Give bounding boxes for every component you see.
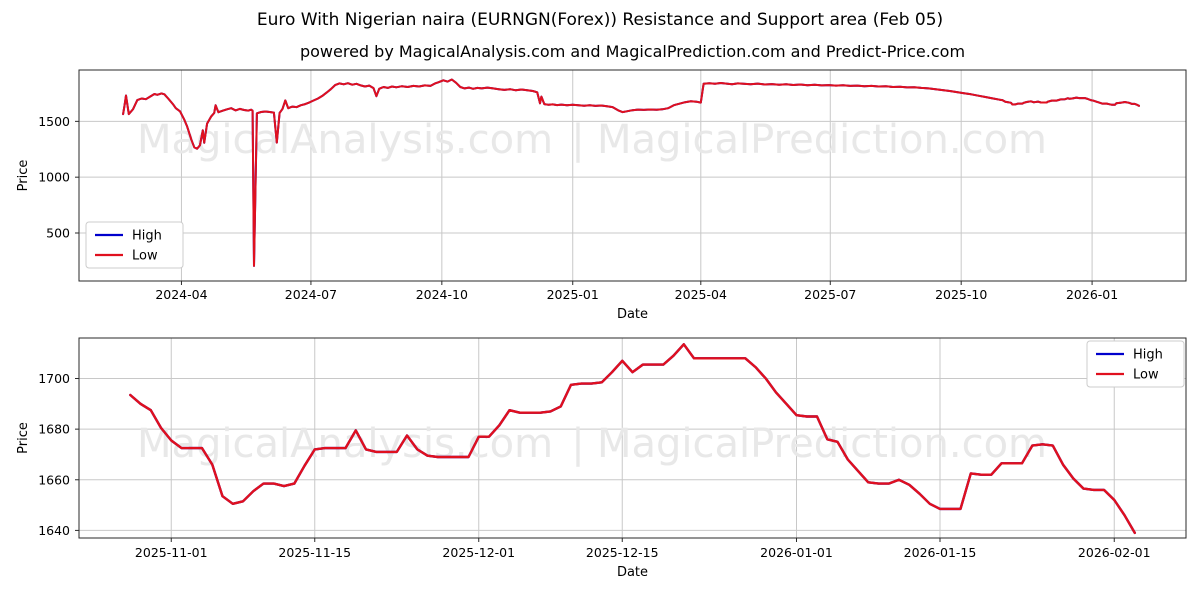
legend-label-high: High: [132, 229, 162, 244]
low-line: [129, 343, 1137, 535]
x-tick-label: 2026-01: [1066, 287, 1118, 302]
x-tick-label: 2025-11-15: [278, 545, 351, 560]
y-tick-label: 1700: [38, 371, 70, 386]
x-tick-label: 2025-01: [547, 287, 599, 302]
x-axis-label: Date: [617, 565, 648, 580]
legend-label-high: High: [1133, 348, 1163, 363]
overview-chart: MagicalAnalysis.com | MagicalPrediction.co…: [16, 69, 1187, 322]
x-tick-label: 2024-07: [285, 287, 337, 302]
high-line: [122, 78, 1140, 267]
plot-border: [78, 337, 1187, 539]
x-tick-label: 2025-07: [804, 287, 856, 302]
gridlines: [79, 70, 1186, 281]
figure-subtitle: powered by MagicalAnalysis.com and Magic…: [299, 42, 966, 61]
x-tick-label: 2026-01-15: [904, 545, 977, 560]
x-tick-label: 2025-10: [935, 287, 987, 302]
legend-label-low: Low: [132, 249, 158, 264]
legend: High Low: [85, 221, 184, 269]
x-tick-label: 2025-04: [675, 287, 727, 302]
legend-label-low: Low: [1133, 368, 1159, 383]
x-tick-label: 2025-11-01: [135, 545, 208, 560]
figure-title: Euro With Nigerian naira (EURNGN(Forex))…: [256, 10, 944, 30]
legend-box: [85, 221, 184, 269]
x-tick-label: 2024-04: [155, 287, 207, 302]
watermark-text: MagicalAnalysis.com: [137, 117, 553, 163]
y-tick-label: 1640: [38, 523, 70, 538]
low-line: [122, 78, 1140, 267]
y-axis-label: Price: [16, 160, 31, 192]
y-tick-label: 1000: [38, 170, 70, 185]
y-tick-label: 1660: [38, 472, 70, 487]
y-axis-label: Price: [16, 422, 31, 454]
legend-box: [1086, 340, 1185, 388]
watermark-text: |: [571, 117, 584, 163]
legend: High Low: [1086, 340, 1185, 388]
y-tick-label: 1680: [38, 422, 70, 437]
y-tick-label: 1500: [38, 114, 70, 129]
y-tick-label: 500: [46, 225, 70, 240]
plot-border: [78, 69, 1187, 282]
watermark-text: |: [571, 421, 584, 467]
x-tick-label: 2026-02-01: [1078, 545, 1151, 560]
watermark-text: MagicalPrediction.com: [597, 117, 1047, 163]
x-tick-label: 2024-10: [416, 287, 468, 302]
x-tick-label: 2025-12-01: [442, 545, 515, 560]
x-tick-label: 2026-01-01: [760, 545, 833, 560]
x-tick-label: 2025-12-15: [586, 545, 659, 560]
x-axis-label: Date: [617, 307, 648, 322]
watermark-text: MagicalAnalysis.com: [137, 421, 553, 467]
detail-chart: MagicalAnalysis.com | MagicalPrediction.co…: [16, 337, 1187, 580]
gridlines: [79, 338, 1186, 538]
